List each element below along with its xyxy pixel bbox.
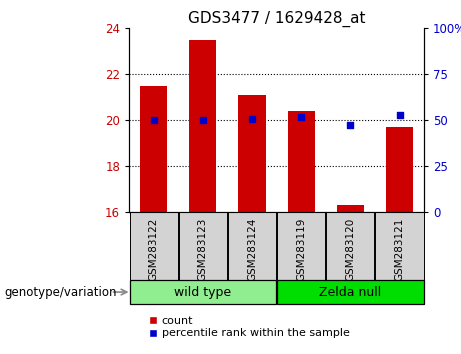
Point xyxy=(248,116,256,122)
Bar xyxy=(189,40,216,212)
Title: GDS3477 / 1629428_at: GDS3477 / 1629428_at xyxy=(188,11,366,27)
Bar xyxy=(277,212,325,280)
Point xyxy=(150,118,157,123)
Text: GSM283124: GSM283124 xyxy=(247,218,257,281)
Point xyxy=(396,112,403,118)
Legend: count, percentile rank within the sample: count, percentile rank within the sample xyxy=(144,312,354,343)
Bar xyxy=(337,205,364,212)
Text: GSM283121: GSM283121 xyxy=(395,218,405,281)
Text: GSM283120: GSM283120 xyxy=(345,218,355,281)
Bar xyxy=(130,212,178,280)
Bar xyxy=(326,212,374,280)
Bar xyxy=(238,95,266,212)
Bar xyxy=(288,111,315,212)
Text: GSM283122: GSM283122 xyxy=(148,218,159,281)
Bar xyxy=(179,212,227,280)
Text: GSM283119: GSM283119 xyxy=(296,218,306,281)
Text: wild type: wild type xyxy=(174,286,231,298)
Point xyxy=(199,118,207,123)
Bar xyxy=(386,127,413,212)
Text: genotype/variation: genotype/variation xyxy=(5,286,117,298)
Bar xyxy=(375,212,424,280)
Bar xyxy=(130,280,276,304)
Text: Zelda null: Zelda null xyxy=(319,286,382,298)
Bar xyxy=(140,86,167,212)
Bar xyxy=(228,212,276,280)
Point xyxy=(297,114,305,120)
Point xyxy=(347,122,354,128)
Bar xyxy=(277,280,424,304)
Text: GSM283123: GSM283123 xyxy=(198,218,208,281)
